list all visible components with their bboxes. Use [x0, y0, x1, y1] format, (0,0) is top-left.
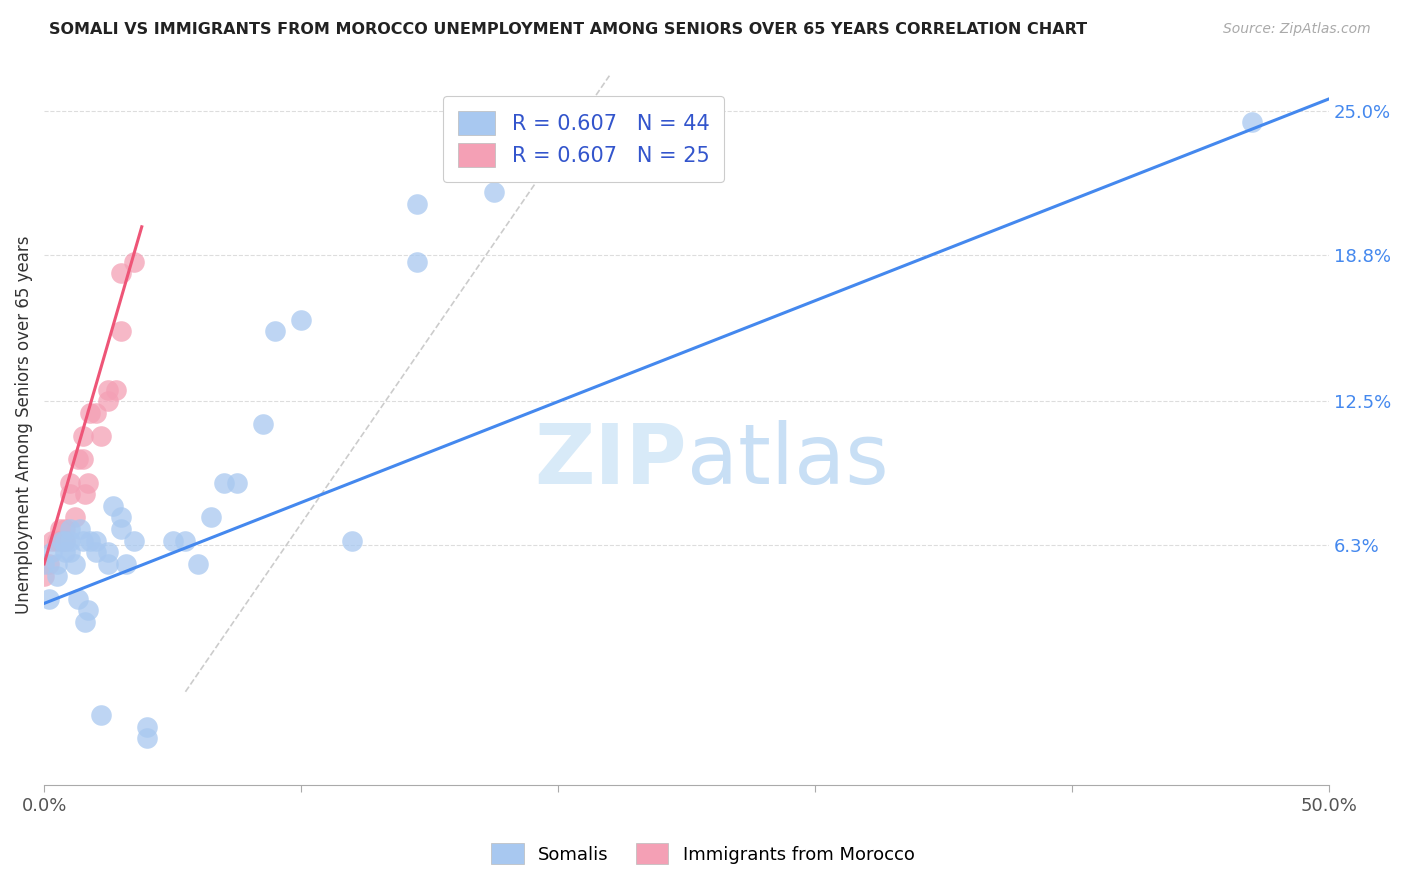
Point [38, 557, 60, 571]
Point [66, 591, 89, 606]
Legend: R = 0.607   N = 44, R = 0.607   N = 25: R = 0.607 N = 44, R = 0.607 N = 25 [443, 96, 724, 182]
Point [84, 533, 107, 548]
Point [135, 720, 157, 734]
Point [63, 510, 86, 524]
Point [290, 313, 312, 327]
Point [405, 196, 427, 211]
Point [59, 487, 82, 501]
Point [405, 254, 427, 268]
Point [59, 533, 82, 548]
Text: atlas: atlas [686, 420, 889, 501]
Point [187, 557, 209, 571]
Point [72, 533, 94, 548]
Point [51, 533, 73, 548]
Point [342, 533, 364, 548]
Point [76, 603, 98, 617]
Point [1240, 115, 1263, 129]
Point [212, 475, 235, 490]
Point [225, 475, 247, 490]
Point [66, 452, 89, 467]
Point [122, 533, 145, 548]
Point [105, 383, 128, 397]
Point [53, 533, 76, 548]
Point [103, 499, 125, 513]
Point [110, 325, 132, 339]
Point [174, 533, 197, 548]
Point [48, 522, 70, 536]
Point [79, 533, 101, 548]
Point [135, 731, 157, 746]
Point [59, 522, 82, 536]
Point [115, 557, 138, 571]
Point [79, 406, 101, 420]
Y-axis label: Unemployment Among Seniors over 65 years: Unemployment Among Seniors over 65 years [15, 235, 32, 614]
Point [46, 568, 69, 582]
Point [41, 533, 63, 548]
Point [90, 708, 112, 723]
Point [72, 452, 94, 467]
Point [110, 510, 132, 524]
Point [53, 533, 76, 548]
Point [110, 522, 132, 536]
Point [264, 325, 287, 339]
Point [46, 533, 69, 548]
Point [122, 254, 145, 268]
Point [75, 487, 97, 501]
Point [38, 591, 60, 606]
Point [59, 545, 82, 559]
Point [252, 417, 274, 432]
Point [32, 557, 55, 571]
Point [32, 568, 55, 582]
Text: ZIP: ZIP [534, 420, 686, 501]
Point [59, 475, 82, 490]
Point [76, 475, 98, 490]
Point [97, 557, 120, 571]
Point [46, 557, 69, 571]
Point [63, 557, 86, 571]
Point [41, 545, 63, 559]
Point [110, 266, 132, 280]
Point [53, 545, 76, 559]
Point [97, 383, 120, 397]
Point [84, 406, 107, 420]
Point [482, 185, 505, 199]
Point [84, 545, 107, 559]
Point [53, 522, 76, 536]
Point [75, 615, 97, 629]
Point [97, 394, 120, 409]
Point [51, 533, 73, 548]
Text: SOMALI VS IMMIGRANTS FROM MOROCCO UNEMPLOYMENT AMONG SENIORS OVER 65 YEARS CORRE: SOMALI VS IMMIGRANTS FROM MOROCCO UNEMPL… [49, 22, 1087, 37]
Point [200, 510, 222, 524]
Point [97, 545, 120, 559]
Point [69, 522, 91, 536]
Point [72, 429, 94, 443]
Legend: Somalis, Immigrants from Morocco: Somalis, Immigrants from Morocco [477, 829, 929, 879]
Point [162, 533, 184, 548]
Text: Source: ZipAtlas.com: Source: ZipAtlas.com [1223, 22, 1371, 37]
Point [90, 429, 112, 443]
